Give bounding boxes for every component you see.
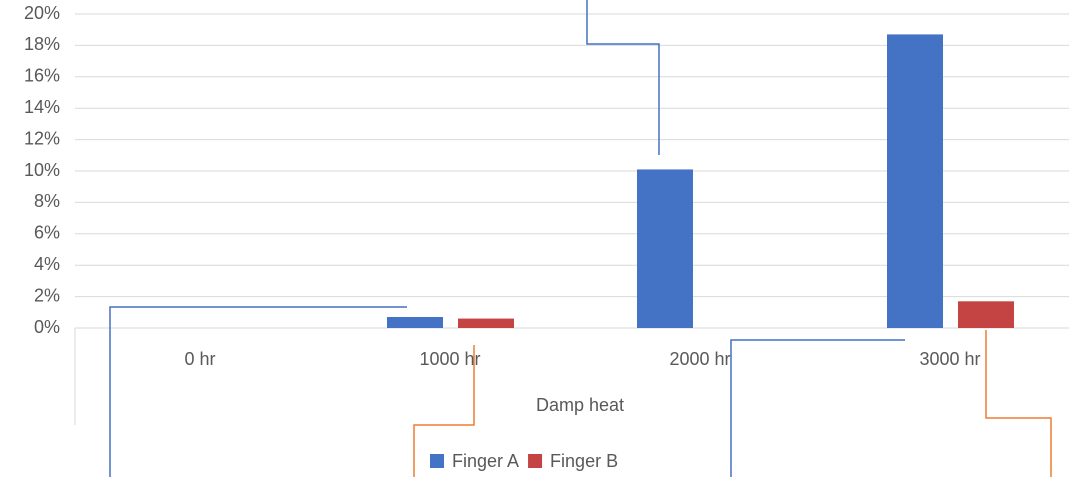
x-tick-label: 0 hr <box>184 349 215 369</box>
y-tick-label: 14% <box>24 97 60 117</box>
legend-swatch <box>430 454 444 468</box>
leader-lines <box>109 0 1052 477</box>
legend-label: Finger B <box>550 451 618 471</box>
y-tick-label: 12% <box>24 128 60 148</box>
x-tick-label: 1000 hr <box>419 349 480 369</box>
y-tick-label: 16% <box>24 66 60 86</box>
y-tick-label: 0% <box>34 317 60 337</box>
x-tick-label: 3000 hr <box>919 349 980 369</box>
leader-line <box>413 345 475 477</box>
y-tick-label: 2% <box>34 285 60 305</box>
y-tick-label: 18% <box>24 34 60 54</box>
y-tick-label: 4% <box>34 254 60 274</box>
leader-line <box>730 339 905 477</box>
legend-label: Finger A <box>452 451 519 471</box>
y-tick-label: 10% <box>24 160 60 180</box>
bar <box>887 34 943 328</box>
leader-line <box>586 0 660 155</box>
y-tick-label: 20% <box>24 3 60 23</box>
bar <box>958 301 1014 328</box>
bar <box>458 318 514 328</box>
y-tick-label: 6% <box>34 223 60 243</box>
leader-line <box>985 330 1052 477</box>
bar <box>637 169 693 328</box>
bar <box>387 317 443 328</box>
x-tick-label: 2000 hr <box>669 349 730 369</box>
leader-line <box>109 306 407 477</box>
x-axis-title: Damp heat <box>536 395 624 415</box>
y-tick-label: 8% <box>34 191 60 211</box>
legend-swatch <box>528 454 543 468</box>
